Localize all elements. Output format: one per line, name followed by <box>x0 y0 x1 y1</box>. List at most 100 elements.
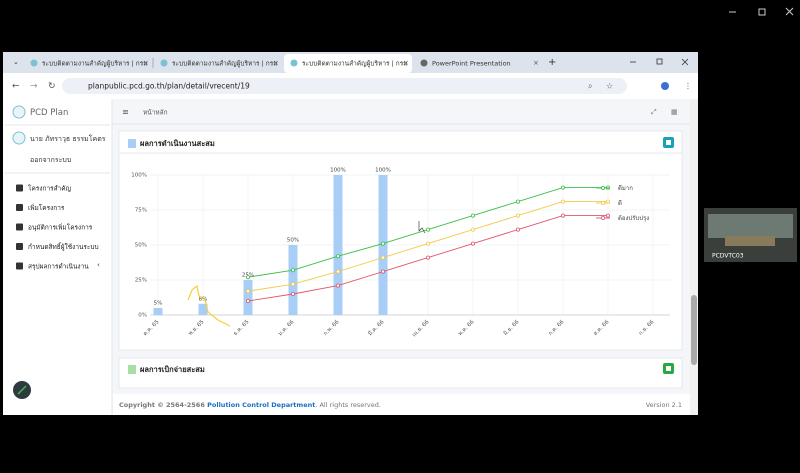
legend-marker <box>601 200 606 205</box>
new-tab[interactable]: + <box>548 57 556 68</box>
menu-icon[interactable]: ⋮ <box>684 82 692 91</box>
series-point <box>380 255 385 260</box>
tab[interactable] <box>414 54 542 73</box>
series-point <box>425 255 430 260</box>
bar <box>333 175 343 315</box>
series-point <box>516 227 521 232</box>
url[interactable]: planpublic.pcd.go.th/plan/detail/vrecent… <box>88 82 250 91</box>
legend-label[interactable]: ดีมาก <box>618 184 633 192</box>
series-point <box>290 282 295 287</box>
card-title: ผลการเบิกจ่ายสะสม <box>140 365 205 374</box>
video-table <box>725 236 775 246</box>
rights: . All rights reserved. <box>315 401 381 409</box>
tab[interactable] <box>154 54 282 73</box>
menu-icon <box>16 243 23 250</box>
fullscreen-icon[interactable]: ⤢ <box>651 108 657 116</box>
card-icon <box>128 139 136 148</box>
tab-close[interactable]: × <box>143 59 149 67</box>
edit-icon <box>17 385 27 395</box>
browser-controls <box>630 58 689 66</box>
card-title: ผลการดำเนินงานสะสม <box>140 139 215 148</box>
cursor <box>418 221 426 234</box>
bar <box>198 303 208 315</box>
y-tick-label: 50% <box>135 243 147 249</box>
legend-marker <box>601 215 606 220</box>
menu-item[interactable]: อนุมัติการเพิ่มโครงการ <box>28 223 93 232</box>
video-scene <box>708 214 793 238</box>
menu-item[interactable]: กำหนดสิทธิ์ผู้ใช้งานระบบ <box>28 242 99 251</box>
profile-icon[interactable] <box>661 82 669 90</box>
y-tick-label: 0% <box>138 313 147 319</box>
menu-item[interactable]: สรุปผลการดำเนินงาน <box>28 263 89 271</box>
card <box>118 357 683 389</box>
user-name[interactable]: นาย ภัทราวุธ ธรรมโคตร <box>30 134 106 143</box>
forward-button[interactable]: → <box>30 82 38 92</box>
tab-menu[interactable]: ⌄ <box>13 58 19 66</box>
tab-close[interactable]: × <box>533 59 539 67</box>
tab-title[interactable]: ระบบติดตามงานสำคัญผู้บริหาร | กรม <box>42 60 148 68</box>
zoom-icon[interactable]: ⌕ <box>588 82 592 91</box>
tab-close[interactable]: × <box>403 59 409 67</box>
app-name[interactable]: PCD Plan <box>30 108 68 118</box>
series-point <box>245 289 250 294</box>
series-point <box>425 227 430 232</box>
tab-title[interactable]: ระบบติดตามงานสำคัญผู้บริหาร | กรม <box>172 60 278 68</box>
series-point <box>290 268 295 273</box>
tab[interactable] <box>284 54 412 73</box>
version: Version 2.1 <box>646 401 682 409</box>
avatar <box>12 131 26 145</box>
address-bar[interactable] <box>62 78 627 94</box>
tab-icon <box>160 59 168 67</box>
series-point <box>470 227 475 232</box>
menu-caret: ‹ <box>97 261 100 269</box>
card <box>118 130 683 351</box>
sidebar <box>3 99 112 415</box>
bar <box>243 280 253 315</box>
tab-close[interactable]: × <box>273 59 279 67</box>
card-icon <box>128 365 136 374</box>
tab-title[interactable]: PowerPoint Presentation <box>432 60 511 68</box>
legend-label[interactable]: ต้องปรับปรุง <box>618 215 649 222</box>
series-point <box>290 291 295 296</box>
bar-value-label: 100% <box>375 168 391 174</box>
menu-item[interactable]: เพิ่มโครงการ <box>28 203 65 212</box>
series-point <box>380 269 385 274</box>
video-label: PCDVTC03 <box>712 253 744 260</box>
annotation-scribble <box>187 284 231 327</box>
grid-icon[interactable]: ▦ <box>671 108 678 116</box>
breadcrumb[interactable]: หน้าหลัก <box>143 109 168 117</box>
scrollbar <box>690 99 698 415</box>
legend-label[interactable]: ดี <box>618 199 622 207</box>
tab[interactable] <box>24 54 152 73</box>
series-point <box>516 213 521 218</box>
print-icon <box>666 366 671 371</box>
series-point <box>470 213 475 218</box>
bookmark-icon[interactable]: ☆ <box>606 82 613 91</box>
series-point <box>380 241 385 246</box>
menu-icon <box>16 204 23 211</box>
series-point <box>335 269 340 274</box>
bar <box>153 308 163 315</box>
bar-value-label: 5% <box>154 301 163 307</box>
tab-title[interactable]: ระบบติดตามงานสำคัญผู้บริหาร | กรม <box>302 60 408 68</box>
copyright: Copyright © 2564-2566 <box>119 401 207 409</box>
scroll-thumb[interactable] <box>691 295 697 365</box>
series-point <box>335 254 340 259</box>
back-button[interactable]: ← <box>12 82 20 92</box>
sidebar-toggle[interactable]: ≡ <box>122 108 129 117</box>
series-point <box>470 241 475 246</box>
bar <box>288 245 298 315</box>
logout-link[interactable]: ออกจากระบบ <box>30 156 71 164</box>
series-point <box>245 275 250 280</box>
bar-value-label: 100% <box>330 168 346 174</box>
series-point <box>335 283 340 288</box>
series-point <box>561 185 566 190</box>
series-point <box>245 298 250 303</box>
menu-item[interactable]: โครงการสำคัญ <box>28 185 72 193</box>
series-point <box>516 199 521 204</box>
tab-icon <box>30 59 38 67</box>
org-link[interactable]: Pollution Control Department <box>207 401 315 409</box>
reload-button[interactable]: ↻ <box>48 82 56 92</box>
